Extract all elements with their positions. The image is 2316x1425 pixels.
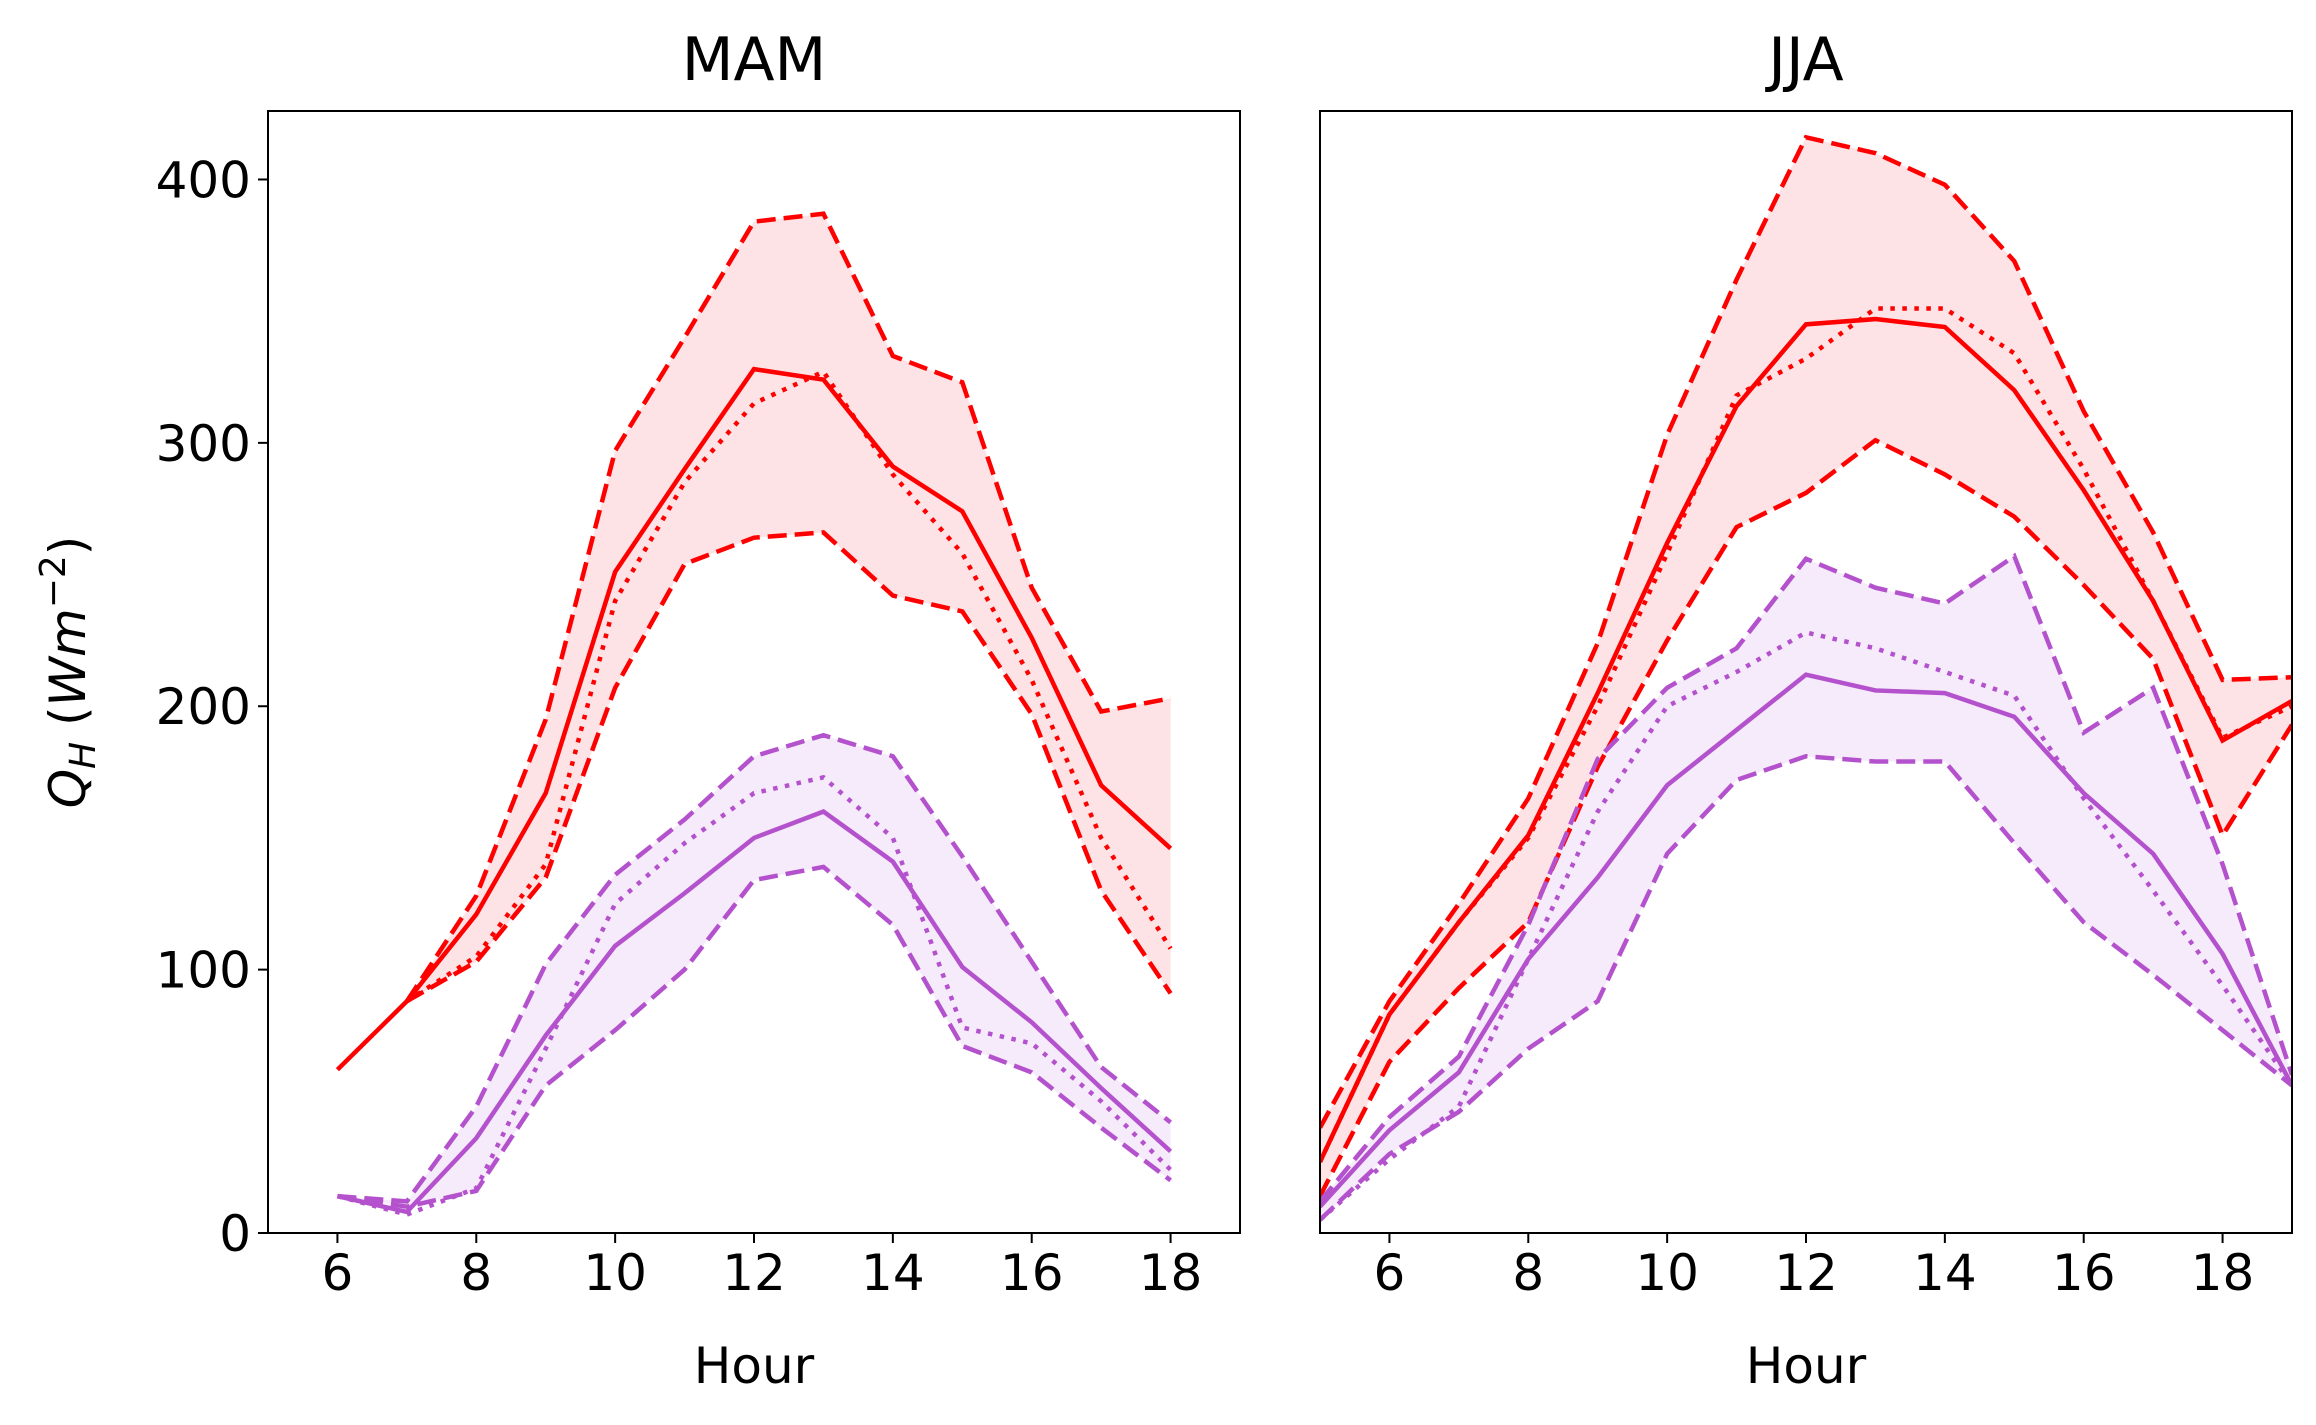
x-axis-label: Hour — [694, 1337, 815, 1395]
y-label-part: Q — [39, 769, 97, 808]
series-line — [405, 530, 1173, 1004]
plot-area — [1320, 134, 2292, 1222]
x-tick-label: 6 — [1374, 1244, 1406, 1302]
series-line — [1320, 552, 2292, 1203]
y-tick-label: 100 — [156, 942, 251, 1000]
chart-title: MAM — [682, 25, 827, 95]
y-tick-label: 400 — [156, 151, 251, 209]
series-line — [336, 809, 1173, 1215]
series-line — [1320, 134, 2292, 1129]
chart-title: JJA — [1764, 25, 1843, 95]
band-fill — [337, 735, 1171, 1207]
series-line — [1320, 754, 2292, 1222]
y-axis-label: QH (Wm−2) — [33, 536, 104, 809]
series-line — [337, 732, 1172, 1204]
band-fill — [1320, 556, 2292, 1220]
y-tick-label: 200 — [156, 678, 251, 736]
series-line — [337, 864, 1172, 1209]
x-tick-label: 12 — [722, 1244, 786, 1302]
y-label-part: ( — [39, 706, 97, 741]
band-fill — [406, 213, 1171, 1002]
x-tick-label: 12 — [1774, 1244, 1838, 1302]
y-label-part: Wm — [39, 608, 97, 706]
series-line — [404, 211, 1171, 1003]
y-label-part: H — [63, 742, 104, 769]
band-fill — [1320, 137, 2292, 1197]
y-label-part: −2 — [33, 555, 74, 608]
x-tick-label: 16 — [1000, 1244, 1064, 1302]
x-tick-label: 8 — [1512, 1244, 1544, 1302]
y-tick-label: 0 — [219, 1205, 251, 1263]
x-tick-label: 18 — [1139, 1244, 1203, 1302]
x-tick-label: 14 — [861, 1244, 925, 1302]
x-tick-label: 18 — [2191, 1244, 2255, 1302]
x-tick-label: 10 — [1635, 1244, 1699, 1302]
series-line — [405, 368, 1173, 1004]
series-line — [1320, 316, 2292, 1163]
plot-area — [335, 211, 1173, 1217]
y-label-part: ) — [39, 536, 97, 556]
x-tick-label: 6 — [322, 1244, 354, 1302]
series-line — [335, 366, 1173, 1072]
x-axis-label: Hour — [1746, 1337, 1867, 1395]
x-tick-label: 10 — [583, 1244, 647, 1302]
series-line — [336, 774, 1173, 1217]
x-tick-label: 14 — [1913, 1244, 1977, 1302]
series-line — [1320, 672, 2292, 1209]
x-tick-label: 16 — [2052, 1244, 2116, 1302]
y-tick-label: 300 — [156, 415, 251, 473]
x-tick-label: 8 — [460, 1244, 492, 1302]
series-line — [1320, 437, 2292, 1198]
